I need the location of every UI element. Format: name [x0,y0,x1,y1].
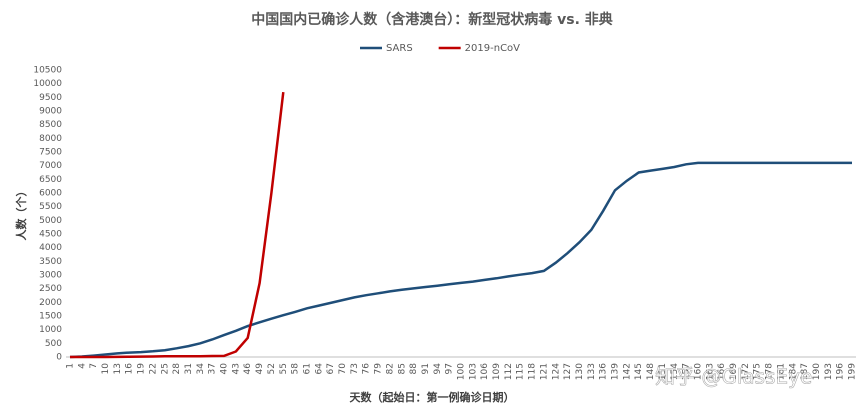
x-tick-label: 58 [291,363,301,375]
x-tick-label: 151 [658,363,668,380]
x-tick-label: 91 [421,363,431,374]
x-tick-label: 43 [231,363,241,374]
x-tick-label: 19 [137,363,147,375]
y-tick-label: 10000 [33,79,62,89]
legend-label: SARS [386,43,413,54]
x-tick-label: 187 [800,363,810,380]
x-tick-label: 184 [788,363,798,380]
x-tick-label: 94 [433,363,443,375]
y-tick-label: 3500 [39,257,62,267]
x-tick-label: 76 [362,363,372,375]
x-tick-label: 112 [504,363,514,380]
series-line [70,91,285,359]
series-line [69,161,852,359]
x-tick-label: 154 [670,363,680,380]
x-tick-label: 124 [551,363,561,380]
x-tick-label: 193 [824,363,834,380]
x-tick-label: 175 [753,363,763,380]
x-tick-label: 1 [66,363,76,369]
x-tick-label: 46 [243,363,253,375]
y-tick-label: 5000 [39,216,62,226]
x-tick-label: 40 [220,363,230,375]
y-tick-label: 5500 [39,202,62,212]
x-tick-label: 172 [741,363,751,380]
x-tick-label: 22 [148,363,158,374]
x-tick-label: 73 [350,363,360,374]
y-tick-label: 6500 [39,175,62,185]
x-tick-label: 16 [125,363,135,375]
x-tick-label: 70 [338,363,348,375]
y-tick-label: 500 [45,339,62,349]
x-tick-label: 169 [729,363,739,380]
y-tick-label: 7500 [39,148,62,158]
x-tick-label: 109 [492,363,502,380]
x-tick-label: 136 [599,363,609,380]
watermark: 知乎 @GlassEye [655,365,812,389]
y-tick-label: 0 [56,353,62,363]
x-tick-label: 97 [445,363,455,374]
x-tick-label: 67 [326,363,336,374]
x-tick-label: 145 [634,363,644,380]
y-tick-label: 1000 [39,325,62,335]
y-tick-label: 2000 [39,298,62,308]
x-tick-label: 49 [255,363,265,375]
x-axis-title: 天数（起始日：第一例确诊日期） [350,390,515,404]
x-tick-label: 106 [480,363,490,380]
x-tick-label: 85 [397,363,407,374]
x-tick-label: 61 [302,363,312,374]
x-tick-label: 28 [172,363,182,375]
x-tick-label: 37 [208,363,218,374]
x-tick-label: 148 [646,363,656,380]
y-tick-label: 9000 [39,107,62,117]
y-tick-label: 6000 [39,189,62,199]
x-tick-label: 160 [693,363,703,380]
x-tick-label: 34 [196,363,206,375]
x-tick-label: 121 [539,363,549,380]
x-tick-label: 7 [89,363,99,369]
x-tick-label: 157 [682,363,692,380]
x-tick-label: 79 [374,363,384,375]
x-tick-label: 25 [160,363,170,374]
legend-label: 2019-nCoV [465,43,520,54]
x-tick-label: 133 [587,363,597,380]
x-tick-label: 139 [611,363,621,380]
x-tick-label: 10 [101,363,111,375]
x-tick-label: 130 [575,363,585,380]
x-tick-label: 166 [717,363,727,380]
y-tick-label: 2500 [39,284,62,294]
x-tick-label: 52 [267,363,277,374]
x-tick-label: 163 [705,363,715,380]
y-tick-label: 9500 [39,93,62,103]
y-tick-label: 4000 [39,243,62,253]
x-tick-label: 103 [468,363,478,380]
x-tick-label: 127 [563,363,573,380]
x-tick-label: 13 [113,363,123,374]
x-tick-label: 190 [812,363,822,380]
x-tick-label: 64 [314,363,324,375]
x-tick-label: 55 [279,363,289,374]
x-tick-label: 181 [776,363,786,380]
chart-title: 中国国内已确诊人数（含港澳台）：新型冠状病毒 vs. 非典 [251,11,613,28]
y-tick-label: 8000 [39,134,62,144]
x-tick-label: 115 [516,363,526,380]
y-tick-label: 3000 [39,271,62,281]
y-tick-label: 8500 [39,120,62,130]
y-axis-title: 人数（个） [14,186,28,241]
x-tick-label: 196 [836,363,846,380]
y-tick-label: 4500 [39,230,62,240]
x-tick-label: 199 [848,363,858,380]
x-tick-label: 4 [77,363,87,369]
x-tick-label: 31 [184,363,194,374]
x-tick-label: 118 [528,363,538,380]
x-tick-label: 100 [457,363,467,380]
x-tick-label: 82 [385,363,395,374]
y-tick-label: 7000 [39,161,62,171]
x-tick-label: 142 [622,363,632,380]
y-tick-label: 10500 [33,66,62,76]
x-tick-label: 178 [765,363,775,380]
y-tick-label: 1500 [39,312,62,322]
x-tick-label: 88 [409,363,419,375]
